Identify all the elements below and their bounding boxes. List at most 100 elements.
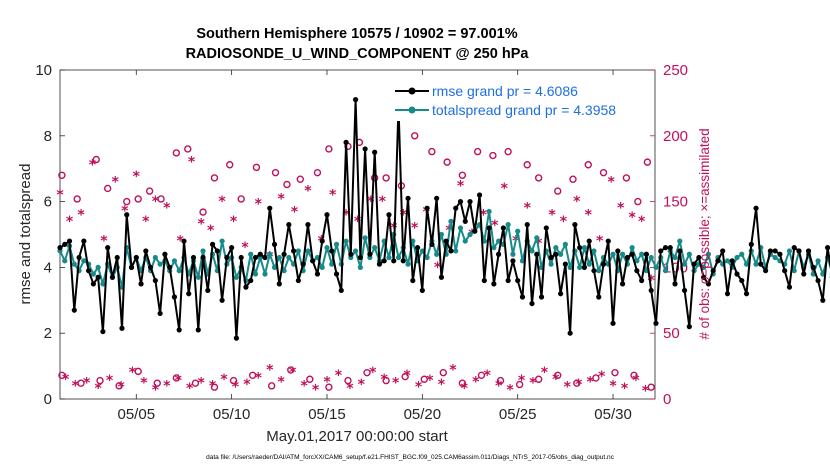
rmse-point bbox=[262, 254, 268, 261]
legend-box bbox=[392, 79, 652, 121]
obs-possible-marker bbox=[382, 174, 390, 182]
rmse-point bbox=[510, 258, 516, 264]
totalspread-point bbox=[448, 218, 454, 224]
obs-possible-marker bbox=[199, 208, 207, 216]
rmse-point bbox=[157, 310, 163, 317]
obs-possible-marker bbox=[296, 175, 304, 183]
totalspread-point bbox=[577, 264, 583, 270]
totalspread-point bbox=[567, 264, 573, 270]
totalspread-point bbox=[71, 261, 77, 267]
obs-assimilated-marker: * bbox=[241, 240, 249, 256]
obs-assimilated-marker: * bbox=[312, 382, 320, 398]
obs-assimilated-marker: * bbox=[152, 194, 160, 210]
rmse-point bbox=[824, 245, 830, 251]
obs-assimilated-marker: * bbox=[77, 207, 85, 223]
totalspread-point bbox=[462, 238, 468, 244]
rmse-point bbox=[577, 245, 583, 251]
rmse-point bbox=[619, 281, 626, 287]
legend-spread-marker bbox=[408, 106, 416, 114]
rmse-point bbox=[109, 274, 116, 280]
rmse-point bbox=[739, 277, 745, 284]
rmse-point bbox=[147, 264, 154, 270]
obs-possible-marker bbox=[363, 368, 371, 377]
obs-assimilated-marker: * bbox=[230, 214, 238, 230]
obs-assimilated-marker: * bbox=[392, 376, 400, 392]
totalspread-point bbox=[90, 271, 96, 277]
rmse-point bbox=[319, 238, 325, 244]
rmse-point bbox=[763, 268, 769, 274]
rmse-point bbox=[291, 248, 297, 254]
totalspread-point bbox=[553, 245, 559, 251]
obs-possible-marker bbox=[611, 368, 619, 377]
rmse-point bbox=[457, 199, 464, 205]
obs-possible-marker bbox=[115, 382, 123, 390]
totalspread-point bbox=[271, 264, 278, 270]
totalspread-point bbox=[438, 231, 445, 238]
rmse-point bbox=[805, 248, 812, 254]
rmse-point bbox=[271, 241, 278, 247]
totalspread-point bbox=[176, 268, 182, 274]
rmse-point bbox=[329, 248, 335, 254]
obs-possible-marker bbox=[420, 375, 428, 383]
rmse-point bbox=[696, 254, 702, 261]
obs-assimilated-marker: * bbox=[197, 216, 205, 232]
totalspread-point bbox=[424, 254, 430, 261]
rmse-point bbox=[376, 261, 383, 267]
rmse-point bbox=[610, 320, 616, 326]
obs-assimilated-marker: * bbox=[278, 374, 286, 390]
obs-assimilated-marker: * bbox=[163, 201, 171, 217]
totalspread-point bbox=[372, 245, 378, 251]
right-y-tick-label: 50 bbox=[663, 325, 680, 342]
totalspread-point bbox=[510, 251, 516, 257]
obs-assimilated-marker: * bbox=[163, 378, 171, 394]
rmse-point bbox=[281, 251, 287, 257]
obs-possible-marker bbox=[622, 174, 631, 182]
obs-assimilated-marker: * bbox=[449, 363, 457, 379]
rmse-point bbox=[86, 268, 92, 274]
obs-possible-marker bbox=[573, 379, 581, 387]
obs-assimilated-marker: * bbox=[367, 194, 375, 210]
totalspread-point bbox=[629, 245, 635, 251]
x-tick-label: 05/30 bbox=[594, 406, 632, 423]
y-tick-label: 8 bbox=[44, 128, 52, 145]
totalspread-point bbox=[743, 261, 750, 267]
rmse-point bbox=[348, 251, 354, 257]
rmse-point bbox=[434, 195, 440, 201]
obs-assimilated-marker: * bbox=[535, 236, 543, 252]
obs-assimilated-marker: * bbox=[121, 203, 129, 219]
rmse-point bbox=[586, 238, 592, 244]
totalspread-point bbox=[262, 271, 268, 277]
rmse-point bbox=[229, 245, 235, 251]
totalspread-point bbox=[648, 254, 654, 261]
rmse-point bbox=[686, 324, 692, 330]
totalspread-point bbox=[515, 228, 521, 234]
obs-possible-marker bbox=[172, 149, 181, 157]
obs-assimilated-marker: * bbox=[133, 169, 141, 185]
obs-assimilated-marker: * bbox=[609, 378, 617, 394]
obs-assimilated-marker: * bbox=[176, 234, 184, 250]
rmse-point bbox=[786, 284, 793, 290]
rmse-point bbox=[267, 205, 273, 211]
rmse-point bbox=[386, 212, 392, 218]
obs-assimilated-marker: * bbox=[289, 365, 297, 381]
rmse-point bbox=[424, 205, 430, 211]
obs-possible-marker bbox=[58, 371, 66, 380]
rmse-point bbox=[767, 248, 773, 254]
obs-assimilated-marker: * bbox=[438, 377, 446, 393]
obs-possible-marker bbox=[443, 158, 451, 166]
obs-possible-marker bbox=[401, 372, 409, 381]
rmse-point bbox=[224, 254, 230, 261]
right-y-axis-label: # of obs: o=possible; ×=assimilated bbox=[697, 128, 712, 339]
footer-data-file: data file: /Users/raeder/DAI/ATM_forcXX/… bbox=[206, 454, 615, 461]
totalspread-point bbox=[772, 254, 778, 261]
rmse-point bbox=[600, 261, 607, 267]
obs-assimilated-marker: * bbox=[152, 382, 160, 398]
totalspread-point bbox=[815, 258, 821, 264]
obs-possible-marker bbox=[630, 371, 638, 380]
rmse-point bbox=[324, 212, 330, 218]
x-tick-label: 05/25 bbox=[499, 406, 537, 423]
obs-possible-marker bbox=[554, 371, 562, 380]
totalspread-point bbox=[681, 261, 688, 267]
rmse-point bbox=[538, 294, 545, 300]
